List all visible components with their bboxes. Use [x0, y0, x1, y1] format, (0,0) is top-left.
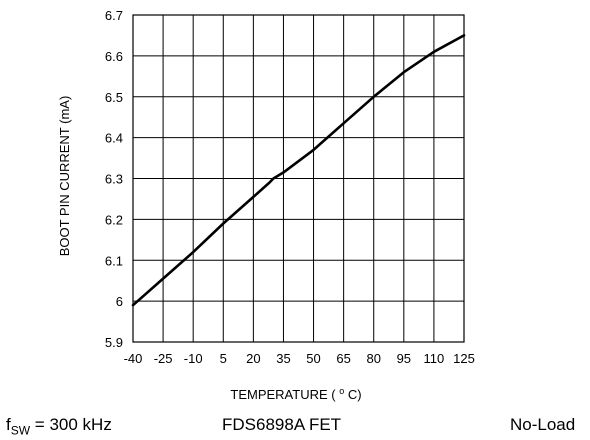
y-axis-tick-labels: 5.9 6 6.1 6.2 6.3 6.4 6.5 6.6 6.7	[105, 8, 123, 350]
x-tick-label: 65	[336, 351, 350, 366]
fet-label: FDS6898A FET	[222, 415, 342, 434]
x-tick-label: 125	[453, 351, 475, 366]
x-tick-label: 20	[246, 351, 260, 366]
x-axis-title: TEMPERATURE ( o C)	[230, 382, 361, 402]
y-tick-label: 5.9	[105, 335, 123, 350]
chart: -40 -25 -10 5 20 35 50 65 80 95 110 125 5.9 6 6.1 6.2 6…	[57, 8, 475, 402]
plot-area-frame	[132, 14, 465, 343]
x-tick-label: 35	[276, 351, 290, 366]
x-tick-label: -10	[184, 351, 203, 366]
y-tick-label: 6.6	[105, 49, 123, 64]
x-tick-label: 95	[397, 351, 411, 366]
x-axis-unit-degree: o	[339, 386, 344, 396]
y-tick-label: 6.4	[105, 131, 123, 146]
y-tick-label: 6.2	[105, 212, 123, 227]
series-layer	[131, 34, 466, 307]
x-axis-unit-letter: C)	[348, 387, 362, 402]
x-tick-label: -40	[124, 351, 143, 366]
x-axis-tick-labels: -40 -25 -10 5 20 35 50 65 80 95 110 125	[124, 351, 475, 366]
y-tick-label: 6.5	[105, 90, 123, 105]
x-axis-title-text: TEMPERATURE	[230, 387, 328, 402]
y-tick-label: 6.7	[105, 8, 123, 23]
fsw-subscript: SW	[10, 423, 31, 438]
x-tick-label: 110	[424, 351, 445, 366]
x-tick-label: 80	[366, 351, 380, 366]
switching-frequency-label: fSW = 300 kHz	[6, 415, 112, 437]
y-tick-label: 6.3	[105, 172, 123, 187]
boot-pin-current-line	[131, 34, 466, 307]
fsw-value: = 300 kHz	[30, 415, 112, 434]
y-axis-title: BOOT PIN CURRENT (mA)	[57, 96, 72, 257]
fsw-symbol: f	[6, 415, 11, 434]
y-tick-label: 6.1	[105, 253, 123, 268]
horizontal-gridlines	[133, 55, 464, 302]
x-tick-label: -25	[154, 351, 173, 366]
x-tick-label: 50	[306, 351, 320, 366]
x-axis-unit-open: (	[331, 387, 336, 402]
x-tick-label: 5	[220, 351, 227, 366]
y-tick-label: 6	[116, 294, 123, 309]
load-label: No-Load	[510, 415, 576, 434]
